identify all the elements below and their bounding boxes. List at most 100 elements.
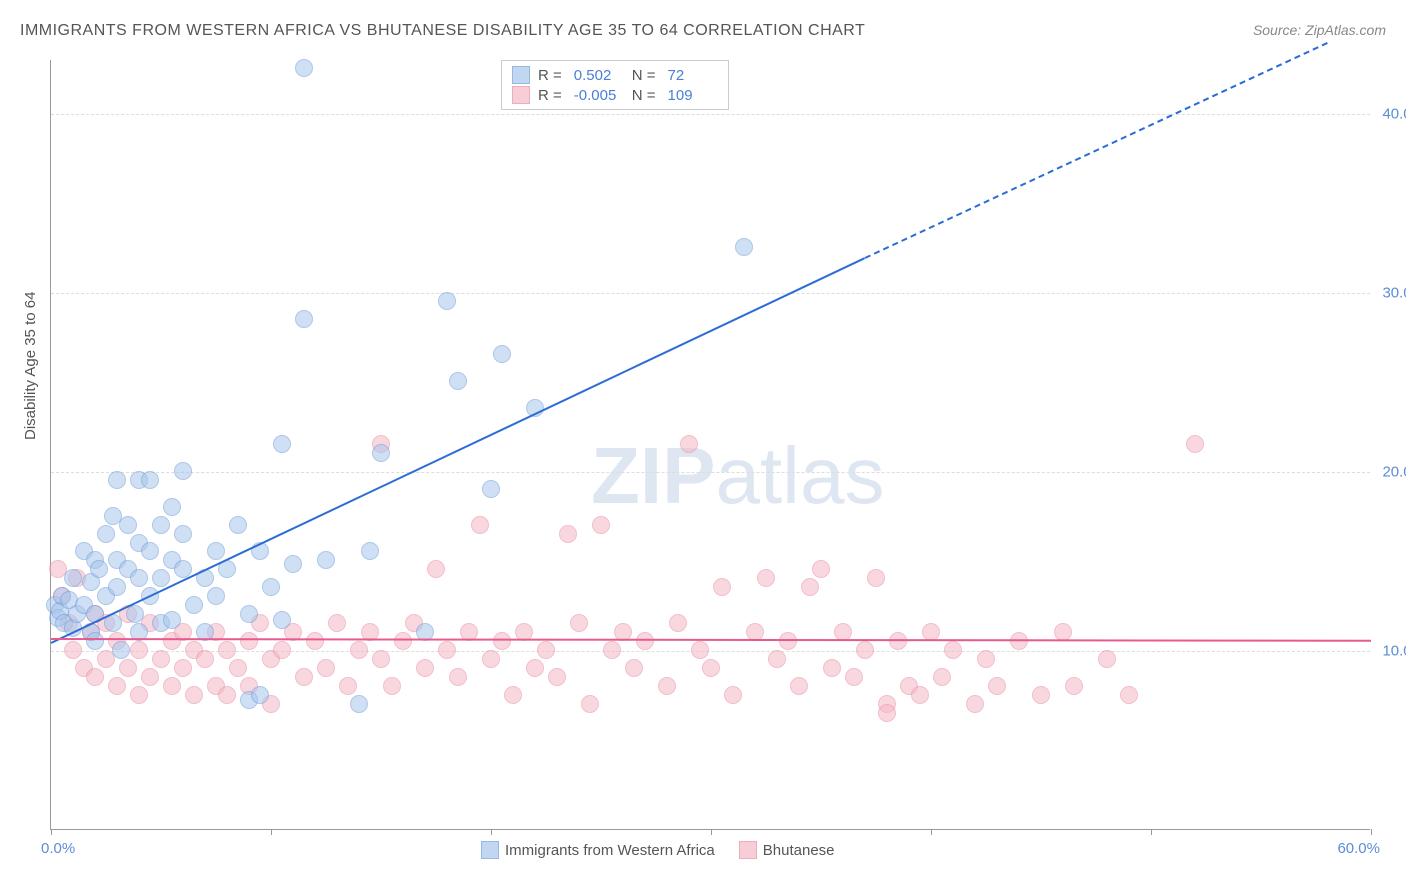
scatter-point [317,551,335,569]
scatter-point [86,668,104,686]
x-axis-min-label: 0.0% [41,840,75,857]
legend-item: Immigrants from Western Africa [481,841,715,859]
scatter-point [273,435,291,453]
gridline [51,293,1370,294]
legend-r-value: -0.005 [574,87,624,104]
gridline [51,472,1370,473]
x-tick [491,829,492,835]
scatter-point [207,587,225,605]
scatter-point [988,677,1006,695]
scatter-point [625,659,643,677]
scatter-point [174,462,192,480]
regression-line-dashed [865,42,1328,259]
scatter-point [493,632,511,650]
scatter-point [702,659,720,677]
scatter-point [361,542,379,560]
scatter-point [295,59,313,77]
scatter-point [262,578,280,596]
scatter-point [163,611,181,629]
scatter-point [141,668,159,686]
legend-label: Immigrants from Western Africa [505,842,715,859]
stats-legend: R =0.502N =72R =-0.005N =109 [501,60,729,110]
scatter-point [152,569,170,587]
x-tick [711,829,712,835]
scatter-point [449,372,467,390]
legend-r-value: 0.502 [574,67,624,84]
scatter-point [112,641,130,659]
scatter-point [1054,623,1072,641]
scatter-point [218,686,236,704]
legend-r-label: R = [538,67,562,84]
scatter-point [966,695,984,713]
scatter-point [372,444,390,462]
legend-swatch [512,66,530,84]
scatter-point [944,641,962,659]
scatter-point [449,668,467,686]
scatter-point [119,659,137,677]
scatter-point [801,578,819,596]
scatter-point [119,516,137,534]
scatter-point [1098,650,1116,668]
legend-row: R =0.502N =72 [512,65,718,85]
scatter-point [526,659,544,677]
scatter-point [790,677,808,695]
scatter-point [471,516,489,534]
scatter-point [1120,686,1138,704]
scatter-point [90,560,108,578]
legend-row: R =-0.005N =109 [512,85,718,105]
scatter-point [559,525,577,543]
scatter-point [86,632,104,650]
scatter-point [1032,686,1050,704]
chart-title: IMMIGRANTS FROM WESTERN AFRICA VS BHUTAN… [20,22,865,40]
x-tick [931,829,932,835]
scatter-point [339,677,357,695]
scatter-point [581,695,599,713]
scatter-point [163,677,181,695]
scatter-point [185,686,203,704]
scatter-point [592,516,610,534]
scatter-point [284,555,302,573]
x-tick [51,829,52,835]
scatter-point [603,641,621,659]
y-tick-label: 30.0% [1382,284,1406,301]
scatter-point [196,650,214,668]
regression-line [51,257,866,644]
x-tick [1151,829,1152,835]
scatter-point [141,542,159,560]
scatter-point [482,650,500,668]
scatter-point [537,641,555,659]
legend-n-label: N = [632,87,656,104]
y-tick-label: 20.0% [1382,463,1406,480]
scatter-point [669,614,687,632]
scatter-point [438,641,456,659]
scatter-point [768,650,786,668]
scatter-point [812,560,830,578]
y-tick-label: 10.0% [1382,642,1406,659]
scatter-point [383,677,401,695]
scatter-point [1065,677,1083,695]
source-attribution: Source: ZipAtlas.com [1253,22,1386,38]
scatter-point [735,238,753,256]
scatter-point [152,650,170,668]
x-tick [271,829,272,835]
legend-label: Bhutanese [763,842,835,859]
scatter-point [130,686,148,704]
y-tick-label: 40.0% [1382,105,1406,122]
legend-item: Bhutanese [739,841,835,859]
scatter-point [867,569,885,587]
scatter-point [328,614,346,632]
scatter-point [350,641,368,659]
scatter-point [878,704,896,722]
legend-swatch [481,841,499,859]
scatter-point [174,525,192,543]
scatter-point [108,471,126,489]
scatter-point [823,659,841,677]
scatter-point [130,569,148,587]
scatter-point [64,569,82,587]
scatter-point [493,345,511,363]
scatter-point [933,668,951,686]
x-axis-max-label: 60.0% [1337,840,1380,857]
legend-swatch [739,841,757,859]
scatter-point [438,292,456,310]
scatter-point [218,641,236,659]
